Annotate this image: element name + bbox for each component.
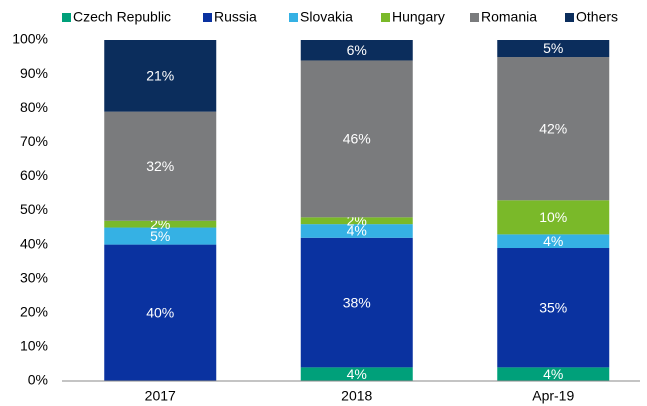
- x-tick-label: Apr-19: [532, 388, 574, 404]
- legend-swatch: [470, 13, 479, 22]
- bar-segment: [497, 57, 610, 201]
- data-label: 10%: [539, 209, 567, 225]
- legend-swatch: [289, 13, 298, 22]
- bar-segment: [104, 40, 217, 112]
- data-label: 21%: [146, 68, 174, 84]
- x-tick-label: 2018: [341, 388, 372, 404]
- data-label: 42%: [539, 120, 567, 136]
- y-tick-label: 60%: [20, 167, 48, 183]
- legend-label: Hungary: [392, 9, 445, 25]
- legend-swatch: [381, 13, 390, 22]
- bar-segment: [104, 244, 217, 381]
- bar-segment: [104, 227, 217, 245]
- data-label: 5%: [543, 40, 563, 56]
- data-label: 4%: [543, 366, 563, 382]
- x-tick-label: 2017: [145, 388, 176, 404]
- data-label: 38%: [343, 294, 371, 310]
- y-tick-label: 30%: [20, 269, 48, 285]
- bar-segment: [300, 237, 413, 368]
- bar-segment: [104, 111, 217, 221]
- data-label: 6%: [347, 42, 367, 58]
- legend-label: Others: [576, 9, 618, 25]
- y-tick-label: 90%: [20, 65, 48, 81]
- bar-segment: [300, 217, 413, 225]
- bar-segment: [497, 367, 610, 381]
- bar-segment: [497, 248, 610, 368]
- legend-swatch: [565, 13, 574, 22]
- bar-segment: [497, 200, 610, 235]
- legend-label: Romania: [481, 9, 537, 25]
- legend-label: Russia: [214, 9, 257, 25]
- bar-segment: [300, 224, 413, 238]
- bar-segment: [497, 234, 610, 249]
- bar-segment: [300, 367, 413, 381]
- legend-swatch: [62, 13, 71, 22]
- data-label: 5%: [150, 228, 170, 244]
- bar-segment: [104, 220, 217, 228]
- data-label: 4%: [347, 366, 367, 382]
- y-tick-label: 50%: [20, 201, 48, 217]
- data-label: 4%: [347, 223, 367, 239]
- bar-segment: [300, 40, 413, 61]
- legend-label: Czech Republic: [73, 9, 171, 25]
- y-tick-label: 80%: [20, 99, 48, 115]
- bar-segment: [497, 40, 610, 58]
- data-label: 35%: [539, 299, 567, 315]
- bar-segment: [300, 60, 413, 218]
- y-tick-label: 0%: [28, 372, 48, 388]
- y-tick-label: 20%: [20, 304, 48, 320]
- y-tick-label: 40%: [20, 235, 48, 251]
- data-label: 4%: [543, 233, 563, 249]
- data-label: 46%: [343, 131, 371, 147]
- legend-label: Slovakia: [300, 9, 353, 25]
- y-tick-label: 10%: [20, 338, 48, 354]
- data-label: 40%: [146, 305, 174, 321]
- legend-swatch: [203, 13, 212, 22]
- data-label: 32%: [146, 158, 174, 174]
- y-tick-label: 70%: [20, 133, 48, 149]
- y-tick-label: 100%: [12, 31, 48, 47]
